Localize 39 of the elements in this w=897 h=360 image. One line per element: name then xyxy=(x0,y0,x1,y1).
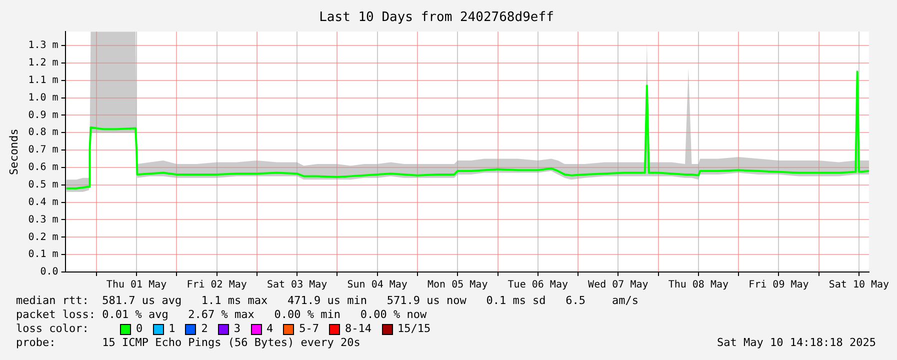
legend-label: 4 xyxy=(266,322,274,336)
x-tick-label: Tue 06 May xyxy=(508,280,568,291)
y-tick-label: 0.6 m xyxy=(28,162,58,174)
legend-label: 15/15 xyxy=(398,322,431,336)
y-tick-label: 0.9 m xyxy=(28,110,58,121)
x-tick-label: Sat 10 May xyxy=(828,280,890,291)
y-tick-label: 1.0 m xyxy=(28,92,58,104)
x-tick-label: Fri 02 May xyxy=(186,280,247,291)
text: packet loss: 0.01 % avg 2.67 % max 0.00 % min 0.00 % now xyxy=(16,308,428,322)
y-tick-label: 1.2 m xyxy=(28,58,58,69)
y-tick-label: 0.2 m xyxy=(28,232,58,243)
x-tick-label: Fri 09 May xyxy=(748,280,809,291)
y-tick-label: 0.7 m xyxy=(28,144,58,156)
y-tick-label: 0.1 m xyxy=(28,249,58,260)
x-tick-label: Thu 01 May xyxy=(106,280,167,291)
legend-title: loss color: xyxy=(16,322,90,336)
y-tick-label: 1.1 m xyxy=(28,74,58,86)
x-tick-label: Sun 04 May xyxy=(347,280,408,291)
y-tick-label: 0.8 m xyxy=(28,127,58,138)
y-tick-label: 0.4 m xyxy=(28,196,58,208)
legend-label: 0 xyxy=(136,322,143,336)
y-tick-label: 0.3 m xyxy=(28,214,58,226)
y-axis-title: Seconds xyxy=(7,128,20,175)
chart-title: Last 10 Days from 2402768d9eff xyxy=(319,10,554,26)
legend-label: 3 xyxy=(234,322,240,336)
legend-label: 2 xyxy=(201,322,208,336)
y-tick-label: 0.0 xyxy=(40,266,58,278)
text: Sat May 10 14:18:18 2025 xyxy=(717,336,876,350)
y-tick-label: 0.5 m xyxy=(28,179,58,190)
legend-label: 1 xyxy=(168,322,176,336)
text: median rtt: 581.7 us avg 1.1 ms max 471.9 us min 571.9 us now 0.1 ms sd 6.5 am/s xyxy=(16,294,640,308)
x-tick-label: Wed 07 May xyxy=(588,280,648,291)
legend-label: 5-7 xyxy=(299,322,319,336)
x-tick-label: Mon 05 May xyxy=(428,280,488,291)
x-tick-label: Thu 08 May xyxy=(668,280,729,291)
y-tick-label: 1.3 m xyxy=(28,40,58,52)
text: probe: 15 ICMP Echo Pings (56 Bytes) every 20s xyxy=(16,336,360,350)
legend-label: 8-14 xyxy=(345,322,372,336)
x-tick-label: Sat 03 May xyxy=(266,280,328,291)
